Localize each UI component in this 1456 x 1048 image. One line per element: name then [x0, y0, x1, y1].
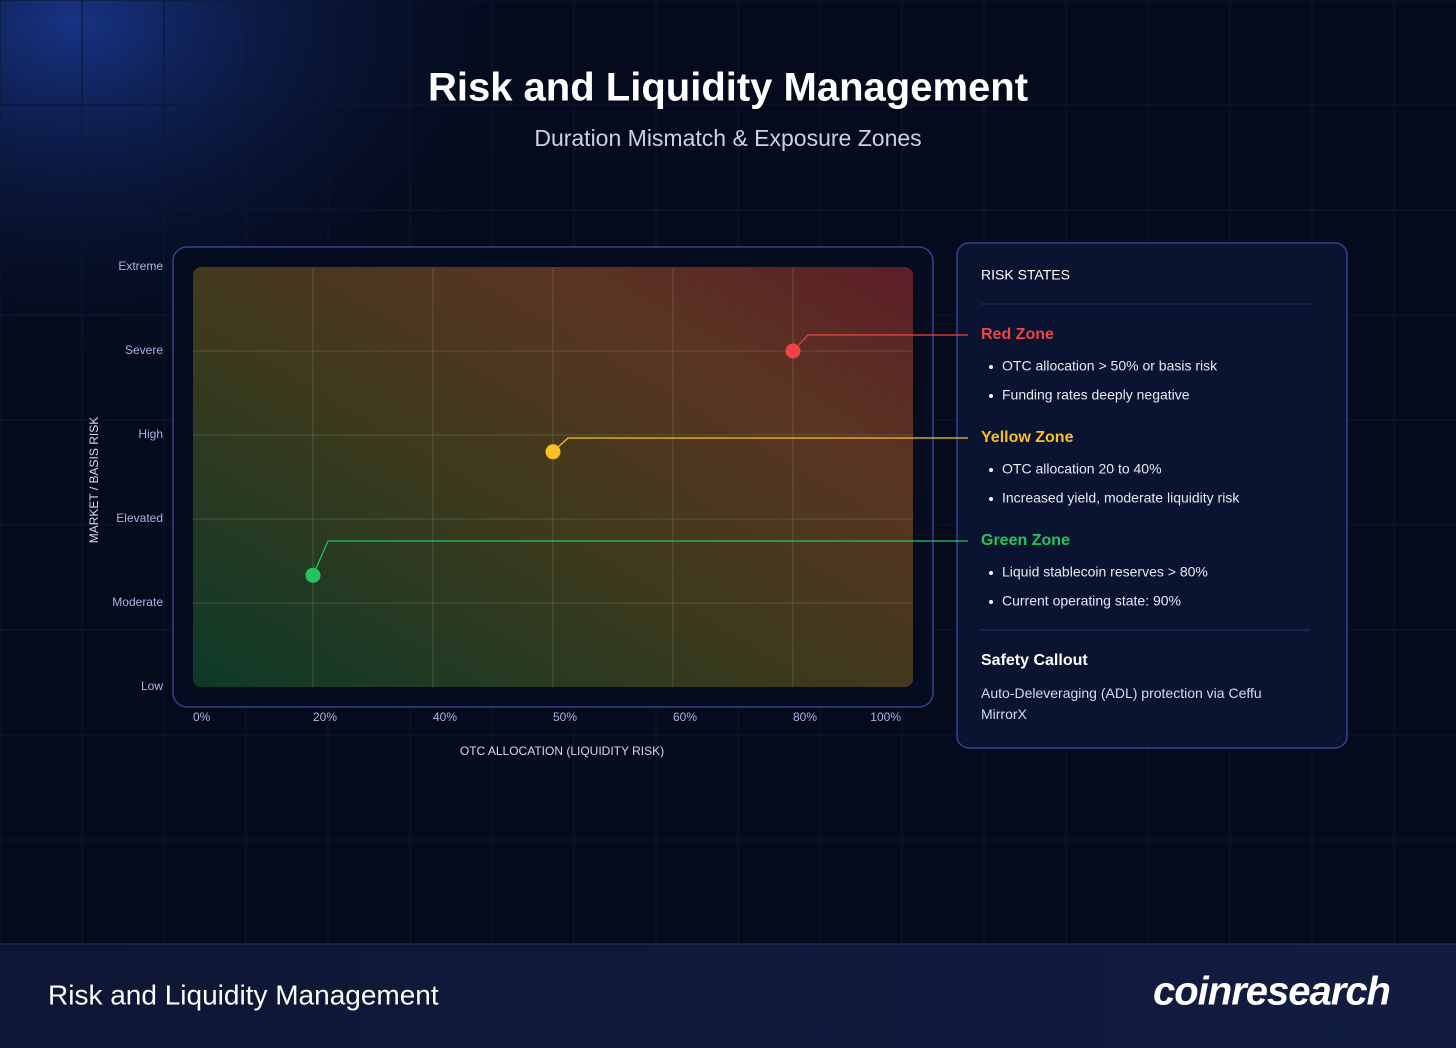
data-point — [305, 567, 321, 583]
y-tick-label: Low — [141, 679, 163, 693]
x-axis-title: OTC ALLOCATION (LIQUIDITY RISK) — [460, 744, 664, 758]
bullet — [989, 365, 993, 369]
y-tick-label: Extreme — [118, 259, 163, 273]
y-tick-label: Elevated — [116, 511, 163, 525]
x-tick-label: 100% — [870, 710, 901, 724]
x-tick-label: 80% — [793, 710, 817, 724]
legend-label: Red Zone — [981, 326, 1054, 343]
y-tick-label: Moderate — [112, 595, 163, 609]
x-tick-label: 0% — [193, 710, 211, 724]
legend-label: Green Zone — [981, 532, 1070, 549]
legend-label: Yellow Zone — [981, 429, 1074, 446]
footer-title: Risk and Liquidity Management — [48, 979, 439, 1010]
bullet — [989, 600, 993, 604]
plot-area — [193, 267, 913, 687]
callout-box: Auto-Deleveraging (ADL) protection via C… — [981, 685, 1262, 722]
chart-title: Risk and Liquidity Management — [428, 66, 1028, 110]
legend-note: Funding rates deeply negative — [1002, 387, 1190, 403]
brand-logo: coinresearch — [1153, 970, 1390, 1014]
legend-title: RISK STATES — [981, 267, 1070, 283]
footer — [0, 944, 1456, 1048]
bullet — [989, 497, 993, 501]
legend-panel — [956, 242, 1348, 749]
y-tick-label: Severe — [125, 343, 163, 357]
data-point — [785, 343, 801, 359]
legend-note: Increased yield, moderate liquidity risk — [1002, 490, 1240, 506]
x-tick-label: 50% — [553, 710, 577, 724]
bullet — [989, 468, 993, 472]
x-tick-label: 40% — [433, 710, 457, 724]
legend-note: Current operating state: 90% — [1002, 593, 1181, 609]
bullet — [989, 394, 993, 398]
leader-line — [312, 540, 968, 576]
legend-note: OTC allocation > 50% or basis risk — [1002, 358, 1218, 374]
chart-subtitle: Duration Mismatch & Exposure Zones — [534, 125, 921, 151]
bullet — [989, 571, 993, 575]
y-axis-title: MARKET / BASIS RISK — [87, 417, 101, 543]
callout-title: Safety Callout — [981, 652, 1088, 669]
legend-note: OTC allocation 20 to 40% — [1002, 461, 1162, 477]
x-tick-label: 20% — [313, 710, 337, 724]
legend-note: Liquid stablecoin reserves > 80% — [1002, 564, 1208, 580]
data-point — [545, 444, 561, 460]
callout-text: Auto-Deleveraging (ADL) protection via C… — [981, 685, 1262, 722]
x-tick-label: 60% — [673, 710, 697, 724]
y-tick-label: High — [138, 427, 163, 441]
